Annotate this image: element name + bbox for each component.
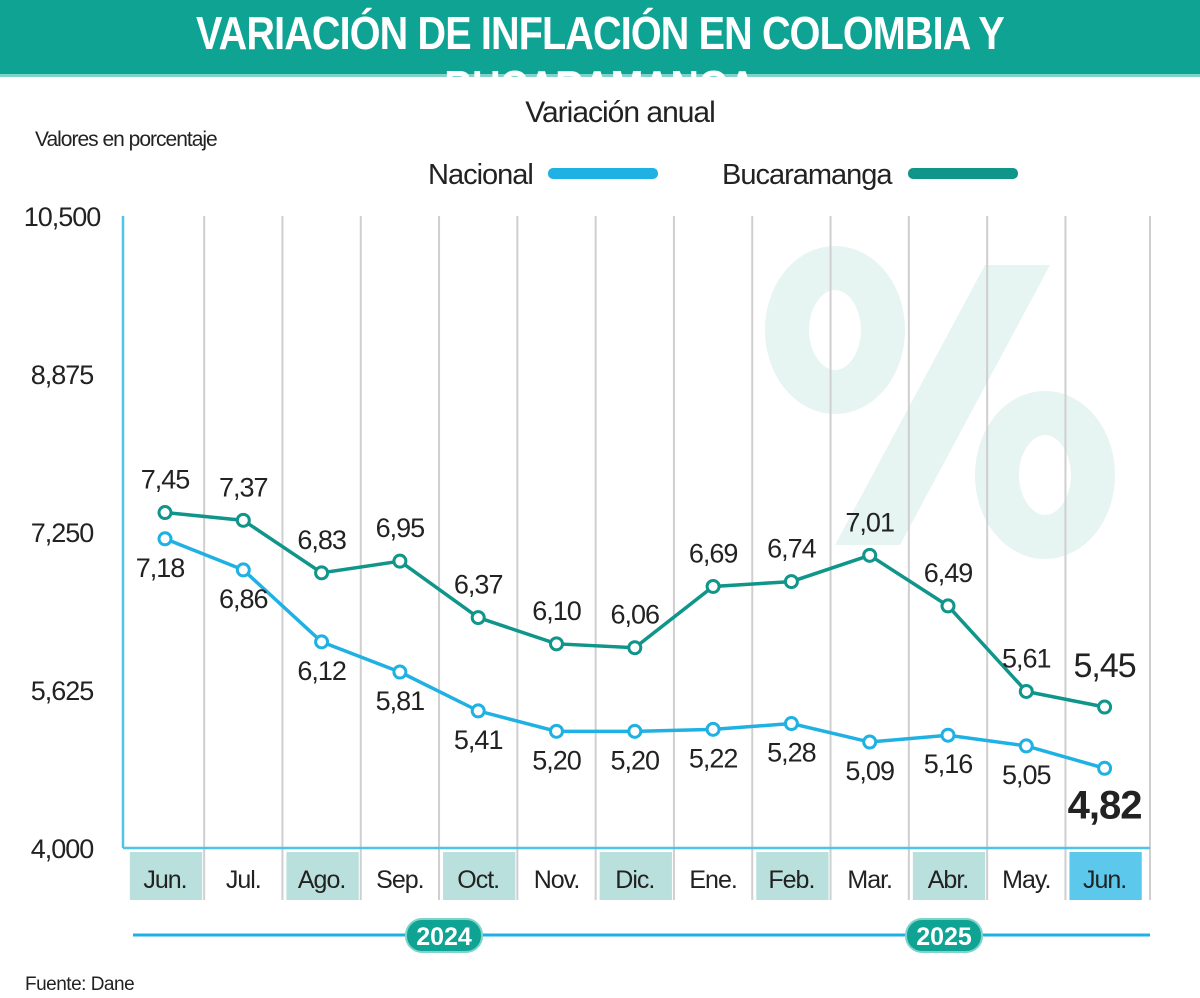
data-point (392, 664, 408, 680)
data-point (940, 598, 956, 614)
legend-label-nacional: Nacional (428, 159, 533, 191)
data-point (314, 634, 330, 650)
year-label: 2024 (416, 923, 472, 951)
legend-swatch-nacional (548, 168, 658, 179)
data-label: 5,20 (611, 745, 660, 775)
data-point (235, 512, 251, 528)
year-label: 2025 (916, 923, 972, 951)
data-label: 5,20 (532, 745, 581, 775)
x-tick-label: Nov. (534, 866, 580, 894)
y-tick-label: 7,250 (31, 518, 94, 548)
data-label: 5,61 (1002, 643, 1051, 673)
data-label: 6,69 (689, 538, 738, 568)
data-point (1097, 760, 1113, 776)
data-point (705, 721, 721, 737)
category-box (286, 852, 359, 900)
data-label: 6,74 (767, 534, 817, 564)
percent-watermark-icon (975, 391, 1115, 559)
legend-swatch-bucaramanga (908, 168, 1018, 179)
year-badge (405, 918, 483, 953)
category-box (1069, 852, 1142, 900)
source-note: Fuente: Dane (25, 974, 134, 995)
data-label: 7,01 (845, 507, 894, 537)
year-badge (905, 918, 983, 953)
data-label: 6,10 (532, 596, 581, 626)
data-label: 6,83 (297, 525, 346, 555)
x-tick-label: Ene. (689, 866, 736, 894)
data-label: 5,81 (376, 686, 425, 716)
category-box (912, 852, 986, 900)
data-point (470, 610, 486, 626)
data-label: 5,41 (454, 725, 503, 755)
x-tick-label: Jun. (143, 866, 186, 894)
data-label: 4,82 (1068, 783, 1142, 827)
x-tick-label: May. (1002, 866, 1050, 894)
data-point (783, 716, 799, 732)
data-label: 5,22 (689, 743, 738, 773)
data-point (783, 574, 799, 590)
x-tick-label: Mar. (847, 866, 892, 894)
data-label: 5,16 (924, 749, 973, 779)
data-point (940, 727, 956, 743)
category-box (129, 852, 203, 900)
data-point (1018, 738, 1034, 754)
x-tick-label: Jun. (1083, 866, 1126, 894)
y-axis-label: Valores en porcentaje (35, 128, 217, 151)
data-label: 6,49 (924, 558, 973, 588)
x-tick-label: Sep. (376, 866, 423, 894)
data-point (1097, 699, 1113, 715)
data-label: 5,45 (1074, 647, 1136, 685)
data-point (392, 553, 408, 569)
category-box (443, 852, 516, 900)
percent-watermark-icon (765, 246, 905, 414)
y-tick-label: 10,500 (24, 202, 101, 232)
page-title: VARIACIÓN DE INFLACIÓN EN COLOMBIA Y BUC… (196, 7, 1005, 113)
x-tick-label: Abr. (928, 866, 968, 894)
data-label: 6,37 (454, 570, 503, 600)
data-point (157, 505, 173, 521)
y-tick-label: 8,875 (31, 360, 94, 390)
data-point (470, 703, 486, 719)
data-label: 7,18 (136, 553, 185, 583)
x-tick-label: Feb. (768, 866, 814, 894)
data-point (862, 547, 878, 563)
data-label: 6,95 (376, 513, 425, 543)
data-point (314, 565, 330, 581)
title-banner (0, 0, 1200, 77)
data-label: 5,28 (767, 738, 816, 768)
legend-label-bucaramanga: Bucaramanga (722, 159, 893, 191)
data-point (157, 531, 173, 547)
data-label: 5,09 (845, 756, 894, 786)
x-tick-label: Oct. (457, 866, 499, 894)
data-point (627, 723, 643, 739)
data-label: 7,45 (141, 465, 190, 495)
data-point (549, 636, 564, 652)
y-tick-label: 5,625 (31, 676, 94, 706)
data-point (235, 562, 251, 578)
category-box (599, 852, 672, 900)
data-point (862, 734, 878, 750)
x-tick-label: Dic. (615, 866, 654, 894)
data-label: 7,37 (219, 472, 268, 502)
percent-watermark-icon (835, 265, 1050, 545)
data-point (549, 723, 564, 739)
data-label: 6,06 (611, 600, 660, 630)
data-point (627, 640, 643, 656)
data-point (1018, 683, 1034, 699)
data-label: 6,12 (297, 656, 346, 686)
x-tick-label: Jul. (226, 866, 261, 894)
data-label: 6,86 (219, 584, 268, 614)
x-tick-label: Ago. (298, 866, 345, 894)
category-box (756, 852, 829, 900)
data-point (705, 578, 721, 594)
chart-subtitle: Variación anual (525, 96, 715, 129)
data-label: 5,05 (1002, 760, 1051, 790)
y-tick-label: 4,000 (31, 834, 94, 864)
